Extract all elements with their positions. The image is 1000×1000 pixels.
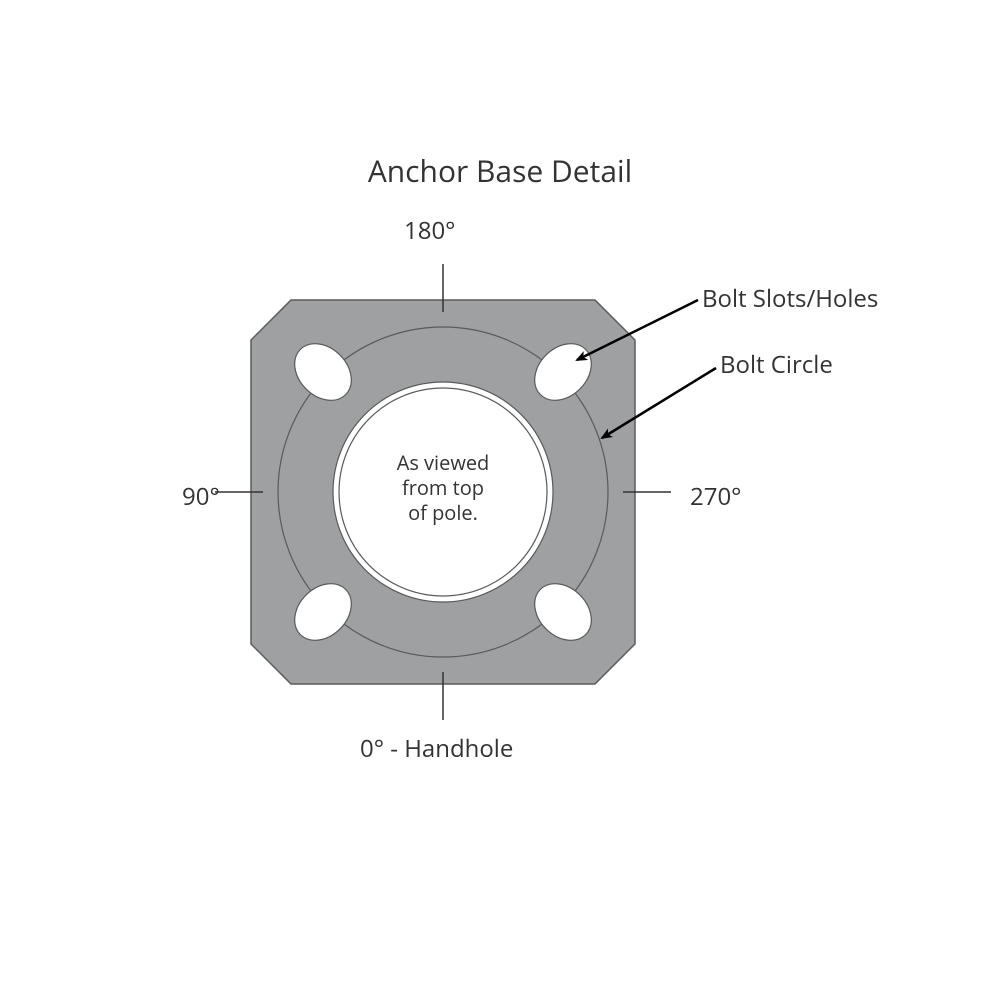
diagram-canvas: Anchor Base Detail 180° 270° 0° - Handho… [0, 0, 1000, 1000]
center-note-line2: from top [402, 474, 484, 501]
callout-label-bolt-circle: Bolt Circle [720, 348, 833, 381]
degree-label-180: 180° [404, 214, 455, 247]
center-note-line1: As viewed [397, 449, 490, 476]
degree-label-270: 270° [690, 480, 741, 513]
callout-label-bolt-slots: Bolt Slots/Holes [702, 282, 878, 315]
center-note: As viewed from top of pole. [393, 450, 493, 525]
center-note-line3: of pole. [408, 499, 478, 526]
anchor-base-drawing [0, 0, 1000, 1000]
degree-label-0-handhole: 0° - Handhole [360, 732, 513, 765]
degree-label-90: 90° [182, 480, 220, 513]
